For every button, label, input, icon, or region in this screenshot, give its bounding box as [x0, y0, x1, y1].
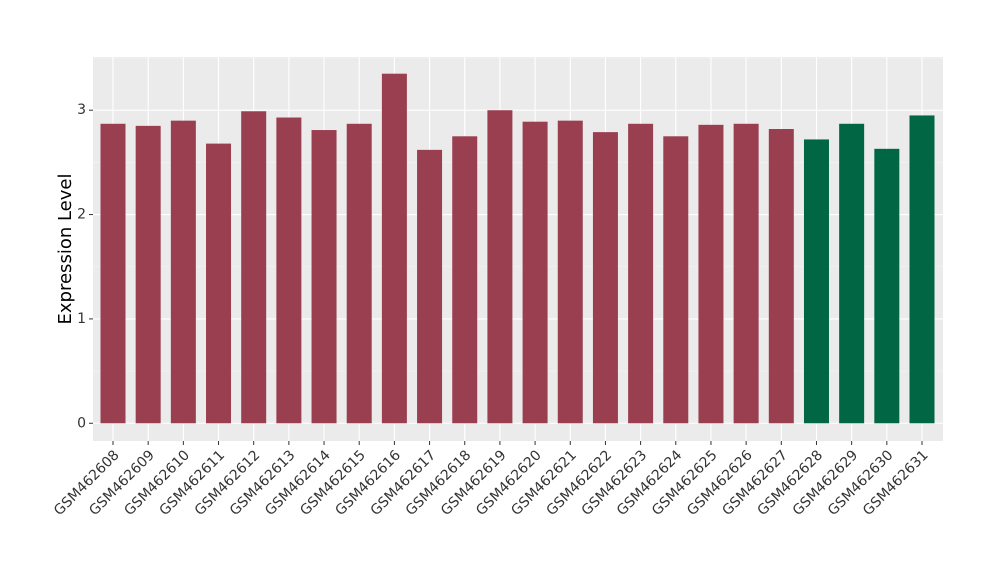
bar — [452, 136, 478, 424]
bar — [839, 123, 865, 424]
y-axis-label: Expression Level — [55, 174, 76, 325]
bar — [698, 124, 724, 424]
panel — [93, 57, 943, 441]
bar — [909, 115, 935, 424]
bar — [768, 129, 794, 424]
bar — [522, 121, 548, 424]
bar — [592, 132, 618, 424]
y-tick-label: 0 — [77, 415, 86, 431]
bar — [206, 143, 232, 424]
bar — [663, 136, 689, 424]
bar — [100, 123, 126, 424]
bar — [276, 117, 302, 424]
bar — [346, 123, 372, 424]
bar — [170, 120, 196, 424]
bar — [628, 123, 654, 424]
bar — [487, 110, 513, 424]
y-tick-label: 1 — [77, 311, 86, 327]
bar — [874, 148, 900, 424]
y-tick-label: 2 — [77, 207, 86, 223]
bar — [241, 111, 267, 424]
bar — [311, 130, 337, 424]
y-tick-label: 3 — [77, 102, 86, 118]
bar — [557, 120, 583, 424]
bar — [417, 149, 443, 424]
bar — [733, 123, 759, 424]
bar — [381, 73, 407, 424]
bar — [803, 139, 829, 424]
bar — [135, 125, 161, 424]
